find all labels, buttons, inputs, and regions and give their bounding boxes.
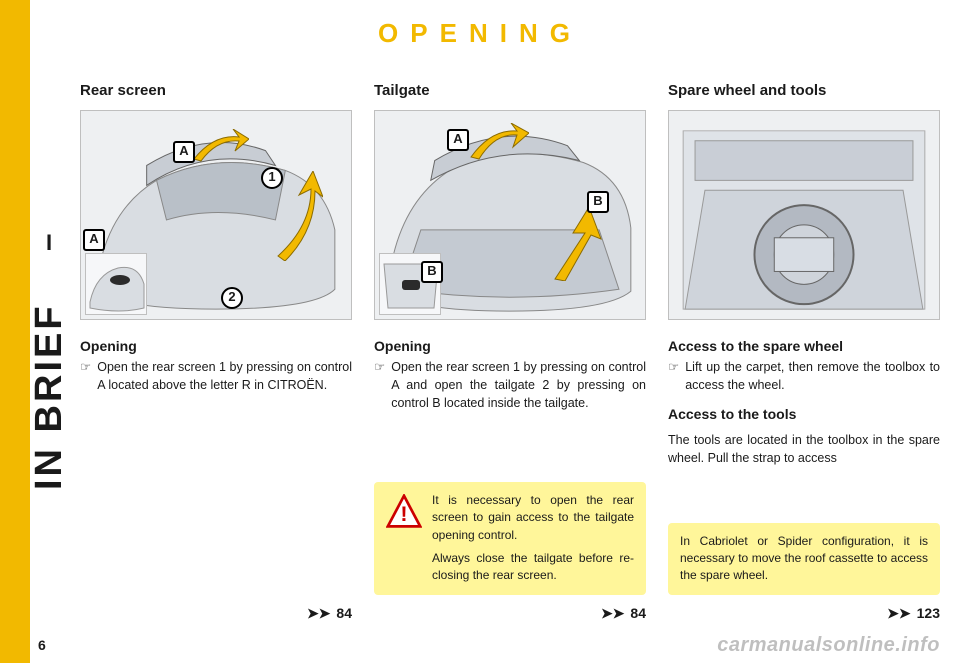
rear-screen-inset-svg [86,254,148,316]
ref-icon: ➤➤ [887,603,910,623]
spare-ref-num: 123 [917,603,940,623]
ref-icon: ➤➤ [601,603,624,623]
arrow-open-screen [189,129,249,169]
rear-screen-bullet: ☞ Open the rear screen 1 by pressing on … [80,358,352,394]
warning-icon: ! [386,494,422,530]
tailgate-note-line1: It is necessary to open the rear screen … [432,492,634,544]
page-title: OPENING [0,18,960,49]
svg-text:!: ! [400,501,407,526]
tailgate-bullet-text: Open the rear screen 1 by pressing on co… [391,358,646,412]
watermark: carmanualsonline.info [717,634,940,657]
spare-illustration [668,110,940,320]
callout-A-main: A [173,141,195,163]
spare-heading: Spare wheel and tools [668,80,940,102]
rear-screen-ref: ➤➤ 84 [80,603,352,623]
callout-A-inset: A [83,229,105,251]
tailgate-warning-note: ! It is necessary to open the rear scree… [374,482,646,595]
callout-2: 2 [221,287,243,309]
tailgate-ref: ➤➤ 84 [374,603,646,623]
content-columns: Rear screen A 1 2 A [80,80,940,623]
tailgate-note-text: It is necessary to open the rear screen … [432,492,634,585]
rear-screen-inset [85,253,147,315]
ref-icon: ➤➤ [307,603,330,623]
arrow-open-rear [465,123,529,167]
tailgate-heading: Tailgate [374,80,646,102]
section-number: I [26,230,72,256]
tailgate-bullet: ☞ Open the rear screen 1 by pressing on … [374,358,646,412]
tailgate-callout-B-inset: B [421,261,443,283]
bullet-symbol: ☞ [374,358,385,412]
rear-screen-heading: Rear screen [80,80,352,102]
tailgate-callout-A: A [447,129,469,151]
rear-screen-ref-num: 84 [336,603,352,623]
bullet-symbol: ☞ [80,358,91,394]
spare-sub2: Access to the tools [668,404,940,424]
rear-screen-illustration: A 1 2 A [80,110,352,320]
spare-bullet-text: Lift up the carpet, then remove the tool… [685,358,940,394]
col-tailgate: Tailgate A B B Opening [374,80,646,623]
col-rear-screen: Rear screen A 1 2 A [80,80,352,623]
tailgate-note-line2: Always close the tailgate before re-clos… [432,550,634,585]
bullet-symbol: ☞ [668,358,679,394]
spare-para: The tools are located in the toolbox in … [668,431,940,467]
rear-screen-subheading: Opening [80,336,352,356]
page-number: 6 [38,637,46,653]
spare-svg [669,111,939,319]
spare-ref: ➤➤ 123 [668,603,940,623]
spare-sub1: Access to the spare wheel [668,336,940,356]
callout-1: 1 [261,167,283,189]
spare-bullet: ☞ Lift up the carpet, then remove the to… [668,358,940,394]
spare-note: In Cabriolet or Spider configuration, it… [668,523,940,595]
rear-screen-bullet-text: Open the rear screen 1 by pressing on co… [97,358,352,394]
section-title-vertical: IN BRIEF [26,262,72,532]
side-label: I IN BRIEF [26,230,72,550]
arrow-open-tailgate [545,201,605,281]
tailgate-callout-B: B [587,191,609,213]
tailgate-illustration: A B B [374,110,646,320]
tailgate-ref-num: 84 [630,603,646,623]
tailgate-subheading: Opening [374,336,646,356]
col-spare-wheel: Spare wheel and tools Access to the spar… [668,80,940,623]
